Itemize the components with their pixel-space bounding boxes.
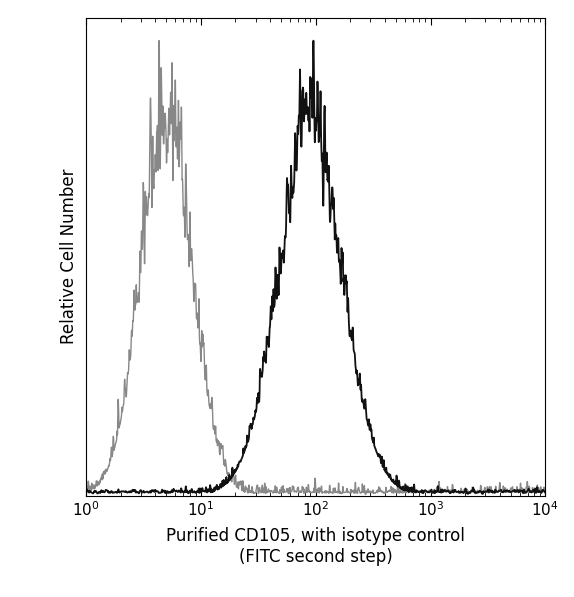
X-axis label: Purified CD105, with isotype control
(FITC second step): Purified CD105, with isotype control (FI… (166, 527, 465, 566)
Y-axis label: Relative Cell Number: Relative Cell Number (60, 169, 77, 344)
